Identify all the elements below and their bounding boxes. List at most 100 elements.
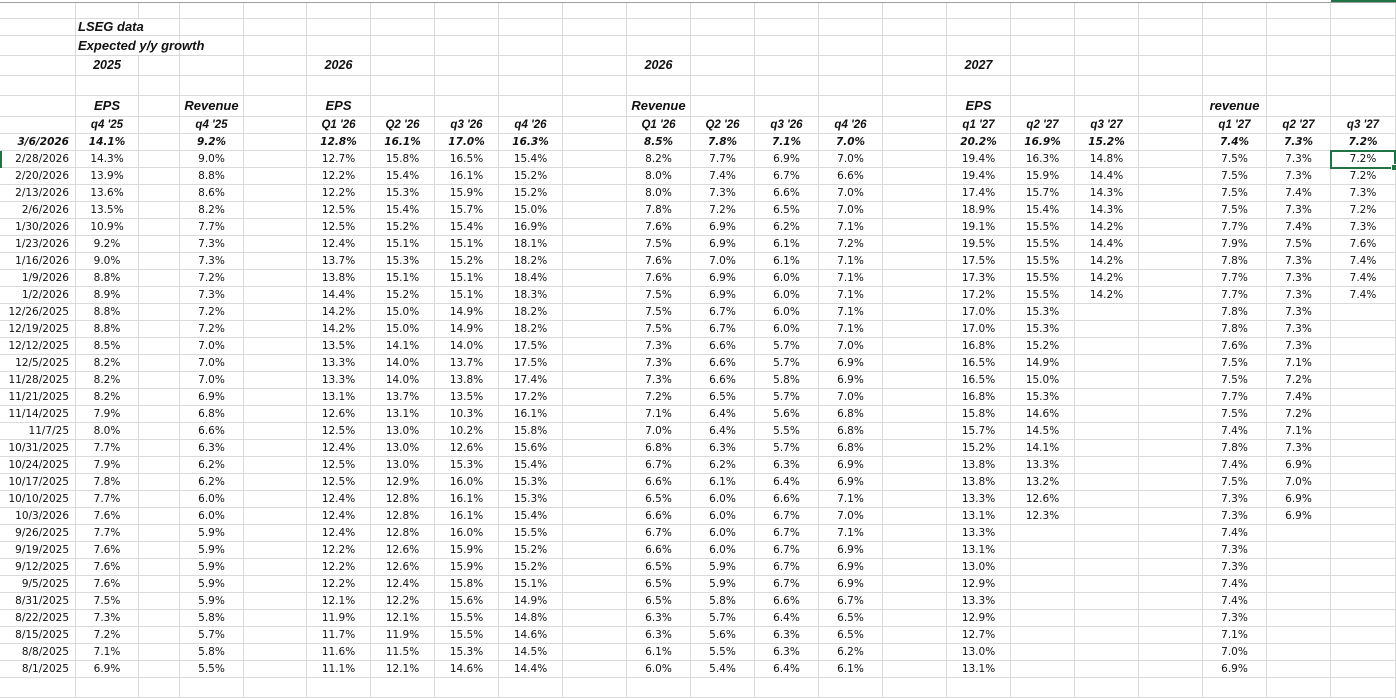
growth-value-cell[interactable]: 15.0% xyxy=(499,202,563,219)
growth-value-cell[interactable] xyxy=(1331,627,1396,644)
growth-value-cell[interactable]: 7.1% xyxy=(819,270,883,287)
empty-cell[interactable] xyxy=(1139,219,1203,236)
growth-value-cell[interactable]: 8.5% xyxy=(76,338,139,355)
growth-value-cell[interactable]: 15.3% xyxy=(371,185,435,202)
growth-value-cell[interactable]: 5.7% xyxy=(755,440,819,457)
cell[interactable] xyxy=(563,36,627,56)
empty-cell[interactable] xyxy=(244,321,307,338)
growth-value-cell[interactable]: 17.4% xyxy=(947,185,1011,202)
empty-cell[interactable] xyxy=(139,321,180,338)
cell[interactable] xyxy=(1075,36,1139,56)
growth-value-cell[interactable]: 7.7% xyxy=(76,440,139,457)
row-date[interactable]: 10/24/2025 xyxy=(0,457,76,474)
row-date[interactable]: 2/20/2026 xyxy=(0,168,76,185)
sheet-subtitle[interactable]: Expected y/y growth xyxy=(76,36,204,56)
growth-value-cell[interactable]: 6.1% xyxy=(755,253,819,270)
cell[interactable] xyxy=(883,19,947,36)
growth-value-cell[interactable]: 7.1% xyxy=(819,253,883,270)
growth-value-cell[interactable]: 12.5% xyxy=(307,457,371,474)
quarter-header[interactable]: Q2 '26 xyxy=(371,117,435,134)
growth-value-cell[interactable]: 5.9% xyxy=(180,559,244,576)
empty-cell[interactable] xyxy=(819,678,883,698)
cell[interactable] xyxy=(691,19,755,36)
growth-value-cell[interactable]: 15.5% xyxy=(1011,236,1075,253)
growth-value-cell[interactable]: 5.6% xyxy=(755,406,819,423)
growth-value-cell[interactable]: 14.5% xyxy=(499,644,563,661)
empty-cell[interactable] xyxy=(1139,678,1203,698)
growth-value-cell[interactable]: 12.9% xyxy=(371,474,435,491)
empty-cell[interactable] xyxy=(883,627,947,644)
growth-value-cell[interactable]: 16.3% xyxy=(1011,151,1075,168)
empty-cell[interactable] xyxy=(244,151,307,168)
growth-value-cell[interactable]: 6.7% xyxy=(691,321,755,338)
empty-cell[interactable] xyxy=(139,627,180,644)
quarter-header[interactable]: q3 '27 xyxy=(1075,117,1139,134)
growth-value-cell[interactable]: 6.6% xyxy=(755,491,819,508)
growth-value-cell[interactable] xyxy=(1331,389,1396,406)
empty-cell[interactable] xyxy=(244,304,307,321)
growth-value-cell[interactable]: 12.6% xyxy=(371,559,435,576)
growth-value-cell[interactable]: 14.8% xyxy=(499,610,563,627)
empty-cell[interactable] xyxy=(563,389,627,406)
empty-cell[interactable] xyxy=(435,678,499,698)
cell[interactable] xyxy=(1075,3,1139,19)
growth-value-cell[interactable]: 12.4% xyxy=(307,508,371,525)
growth-value-cell[interactable]: 13.3% xyxy=(947,525,1011,542)
cell[interactable] xyxy=(883,56,947,76)
empty-cell[interactable] xyxy=(1139,202,1203,219)
growth-value-cell[interactable]: 17.5% xyxy=(947,253,1011,270)
growth-value-cell[interactable]: 12.1% xyxy=(307,593,371,610)
cell[interactable] xyxy=(244,36,307,56)
empty-cell[interactable] xyxy=(563,287,627,304)
growth-value-cell[interactable]: 11.6% xyxy=(307,644,371,661)
empty-cell[interactable] xyxy=(883,406,947,423)
growth-value-cell[interactable]: 6.5% xyxy=(627,593,691,610)
growth-value-cell[interactable]: 18.2% xyxy=(499,304,563,321)
growth-value-cell[interactable] xyxy=(1075,321,1139,338)
empty-cell[interactable] xyxy=(1139,576,1203,593)
empty-cell[interactable] xyxy=(244,542,307,559)
empty-cell[interactable] xyxy=(244,287,307,304)
empty-cell[interactable] xyxy=(244,593,307,610)
growth-value-cell[interactable]: 7.9% xyxy=(76,406,139,423)
growth-value-cell[interactable]: 13.5% xyxy=(435,389,499,406)
empty-cell[interactable] xyxy=(1139,151,1203,168)
growth-value-cell[interactable]: 6.2% xyxy=(819,644,883,661)
growth-value-cell[interactable]: 7.1% xyxy=(1203,627,1267,644)
quarter-header[interactable]: Q1 '26 xyxy=(307,117,371,134)
growth-value-cell[interactable]: 7.2% xyxy=(180,304,244,321)
growth-value-cell[interactable]: 7.5% xyxy=(1203,202,1267,219)
growth-value-cell[interactable]: 7.7% xyxy=(691,151,755,168)
growth-value-cell[interactable]: 7.4% xyxy=(1203,576,1267,593)
cell[interactable] xyxy=(1139,56,1203,76)
empty-cell[interactable] xyxy=(1139,508,1203,525)
growth-value-cell[interactable]: 15.2% xyxy=(499,559,563,576)
cell[interactable] xyxy=(435,19,499,36)
growth-value-cell[interactable]: 13.0% xyxy=(947,559,1011,576)
growth-value-cell[interactable] xyxy=(1331,644,1396,661)
growth-value-cell[interactable]: 15.8% xyxy=(499,423,563,440)
empty-cell[interactable] xyxy=(563,678,627,698)
growth-value-cell[interactable]: 5.7% xyxy=(755,338,819,355)
empty-cell[interactable] xyxy=(563,423,627,440)
growth-value-cell[interactable]: 16.9% xyxy=(499,219,563,236)
growth-value-cell[interactable]: 6.6% xyxy=(691,355,755,372)
empty-cell[interactable] xyxy=(139,525,180,542)
growth-value-cell[interactable]: 6.0% xyxy=(755,287,819,304)
cell[interactable] xyxy=(244,117,307,134)
empty-cell[interactable] xyxy=(563,661,627,678)
quarter-header[interactable]: q4 '25 xyxy=(76,117,139,134)
empty-cell[interactable] xyxy=(244,644,307,661)
growth-value-cell[interactable]: 15.2% xyxy=(499,168,563,185)
quarter-header[interactable]: q1 '27 xyxy=(1203,117,1267,134)
empty-cell[interactable] xyxy=(244,610,307,627)
empty-cell[interactable] xyxy=(883,134,947,151)
growth-value-cell[interactable]: 15.3% xyxy=(435,644,499,661)
empty-cell[interactable] xyxy=(244,236,307,253)
growth-value-cell[interactable]: 14.0% xyxy=(371,355,435,372)
cell[interactable] xyxy=(139,3,180,19)
cell[interactable] xyxy=(691,3,755,19)
growth-value-cell[interactable]: 7.8% xyxy=(1203,440,1267,457)
growth-value-cell[interactable] xyxy=(1331,372,1396,389)
